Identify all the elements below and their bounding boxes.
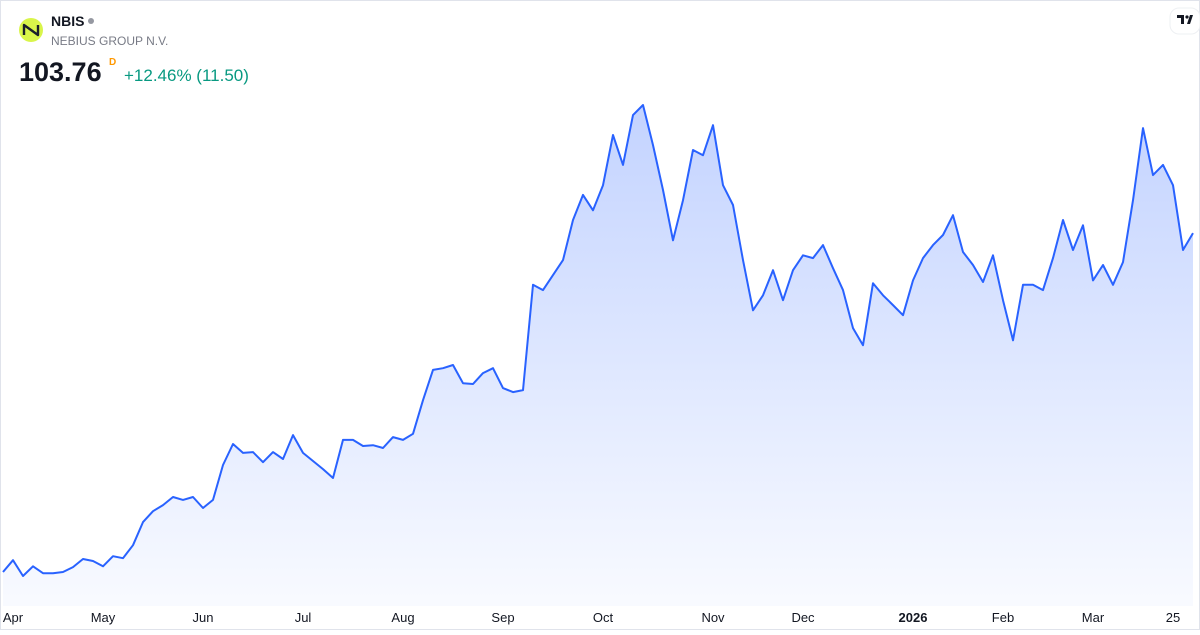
x-tick-label: Nov — [701, 610, 725, 625]
area-fill — [3, 105, 1193, 606]
price-change: +12.46% (11.50) — [124, 66, 249, 85]
tradingview-logo — [1169, 7, 1200, 35]
x-tick-label: Apr — [3, 610, 24, 625]
price-line — [2, 104, 1194, 577]
x-tick-label: Sep — [491, 610, 514, 625]
last-price: 103.76 — [19, 57, 102, 87]
x-tick-label: Mar — [1082, 610, 1105, 625]
symbol: NBIS — [51, 13, 84, 29]
x-tick-label: 2026 — [899, 610, 928, 625]
x-tick-label: Oct — [593, 610, 614, 625]
x-tick-label: Jun — [193, 610, 214, 625]
company-name: NEBIUS GROUP N.V. — [51, 34, 168, 48]
x-tick-label: Feb — [992, 610, 1014, 625]
x-tick-label: Aug — [391, 610, 414, 625]
logo — [19, 18, 43, 42]
x-tick-label: 25 — [1166, 610, 1180, 625]
x-tick-label: May — [91, 610, 116, 625]
interval: D — [109, 57, 116, 68]
x-tick-label: Dec — [791, 610, 815, 625]
x-tick-label: Jul — [295, 610, 312, 625]
plot-area: Apr May Jun Jul Aug Sep Oct Nov Dec 2026 Feb Mar 25 — [2, 104, 1194, 625]
status-dot — [88, 18, 94, 24]
